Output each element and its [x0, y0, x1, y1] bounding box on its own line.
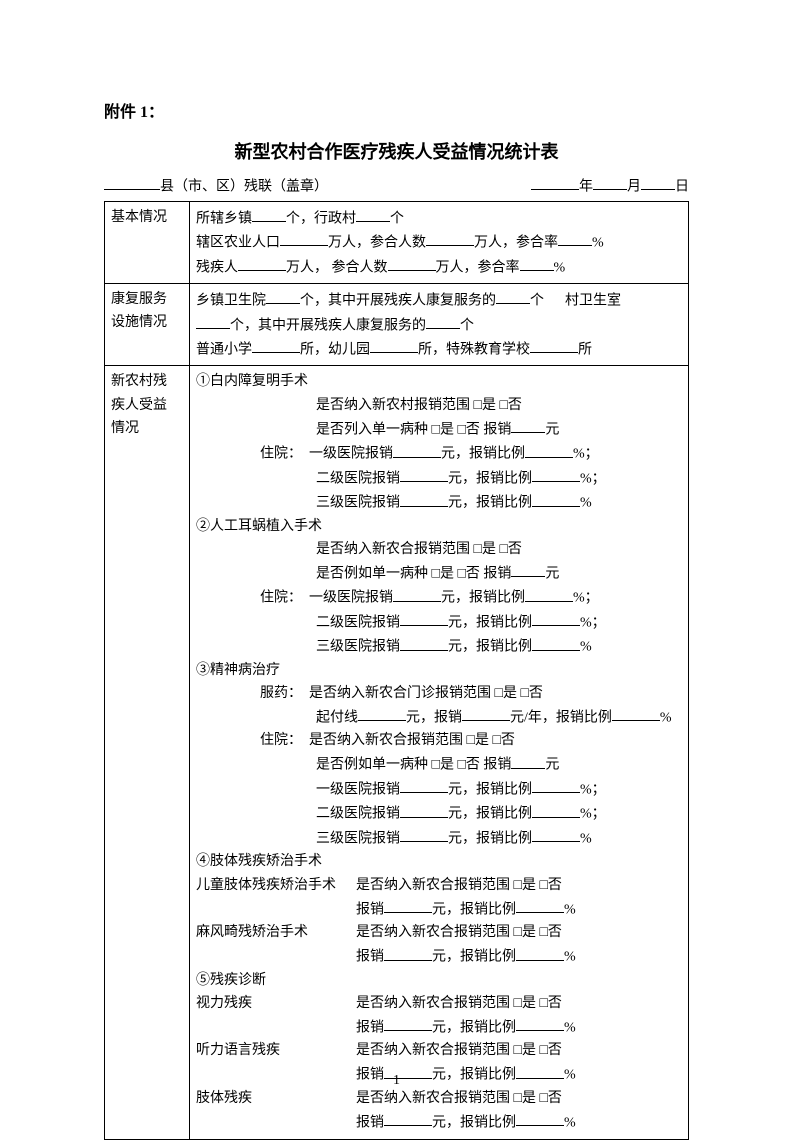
row-label-benefit: 新农村残 疾人受益 情况 [105, 366, 190, 1139]
section-5: ⑤残疾诊断 [196, 973, 266, 988]
blank[interactable] [532, 826, 580, 842]
blank[interactable] [252, 206, 286, 222]
row-label-facility: 康复服务 设施情况 [105, 284, 190, 366]
blank[interactable] [370, 337, 418, 353]
blank[interactable] [384, 1110, 432, 1126]
blank[interactable] [280, 230, 328, 246]
blank[interactable] [400, 801, 448, 817]
blank[interactable] [525, 585, 573, 601]
blank[interactable] [516, 897, 564, 913]
page-number: 1 [0, 1069, 793, 1092]
blank[interactable] [532, 777, 580, 793]
day-blank[interactable] [641, 174, 675, 190]
blank[interactable] [462, 705, 510, 721]
blank[interactable] [532, 490, 580, 506]
blank[interactable] [532, 610, 580, 626]
blank[interactable] [516, 1110, 564, 1126]
blank[interactable] [252, 337, 300, 353]
row-content-basic: 所辖乡镇个，行政村个 辖区农业人口万人，参合人数万人，参合率% 残疾人万人， 参… [190, 201, 689, 283]
blank[interactable] [511, 417, 545, 433]
section-3: ③精神病治疗 [196, 663, 280, 678]
row-label-basic: 基本情况 [105, 201, 190, 283]
blank[interactable] [393, 585, 441, 601]
blank[interactable] [356, 206, 390, 222]
page-title: 新型农村合作医疗残疾人受益情况统计表 [104, 138, 689, 168]
blank[interactable] [532, 634, 580, 650]
row-content-benefit: ①白内障复明手术 是否纳入新农村报销范围 □是 □否 是否列入单一病种 □是 □… [190, 366, 689, 1139]
blank[interactable] [496, 288, 530, 304]
blank[interactable] [511, 752, 545, 768]
blank[interactable] [238, 255, 286, 271]
blank[interactable] [384, 944, 432, 960]
blank[interactable] [384, 897, 432, 913]
blank[interactable] [400, 634, 448, 650]
blank[interactable] [532, 801, 580, 817]
attachment-label: 附件 1： [104, 100, 689, 126]
row-content-facility: 乡镇卫生院个，其中开展残疾人康复服务的个 村卫生室 个，其中开展残疾人康复服务的… [190, 284, 689, 366]
blank[interactable] [384, 1015, 432, 1031]
blank[interactable] [400, 826, 448, 842]
blank[interactable] [266, 288, 300, 304]
month-blank[interactable] [593, 174, 627, 190]
stamp-area: 县（市、区）残联（盖章） [104, 174, 328, 198]
section-1: ①白内障复明手术 [196, 374, 308, 389]
stamp-suffix: 县（市、区）残联（盖章） [160, 179, 328, 194]
page: 附件 1： 新型农村合作医疗残疾人受益情况统计表 县（市、区）残联（盖章） 年月… [0, 0, 793, 1122]
section-2: ②人工耳蜗植入手术 [196, 519, 322, 534]
blank[interactable] [511, 561, 545, 577]
blank[interactable] [426, 313, 460, 329]
section-4: ④肢体残疾矫治手术 [196, 854, 322, 869]
year-blank[interactable] [531, 174, 579, 190]
blank[interactable] [196, 313, 230, 329]
blank[interactable] [516, 1015, 564, 1031]
blank[interactable] [520, 255, 554, 271]
blank[interactable] [516, 944, 564, 960]
form-table: 基本情况 所辖乡镇个，行政村个 辖区农业人口万人，参合人数万人，参合率% 残疾人… [104, 201, 689, 1140]
blank[interactable] [426, 230, 474, 246]
date-area: 年月日 [531, 174, 689, 198]
county-blank[interactable] [104, 174, 160, 190]
blank[interactable] [358, 705, 406, 721]
blank[interactable] [400, 490, 448, 506]
blank[interactable] [558, 230, 592, 246]
blank[interactable] [400, 466, 448, 482]
blank[interactable] [400, 777, 448, 793]
blank[interactable] [525, 441, 573, 457]
date-line: 县（市、区）残联（盖章） 年月日 [104, 174, 689, 198]
blank[interactable] [393, 441, 441, 457]
blank[interactable] [400, 610, 448, 626]
blank[interactable] [388, 255, 436, 271]
blank[interactable] [530, 337, 578, 353]
blank[interactable] [532, 466, 580, 482]
blank[interactable] [612, 705, 660, 721]
